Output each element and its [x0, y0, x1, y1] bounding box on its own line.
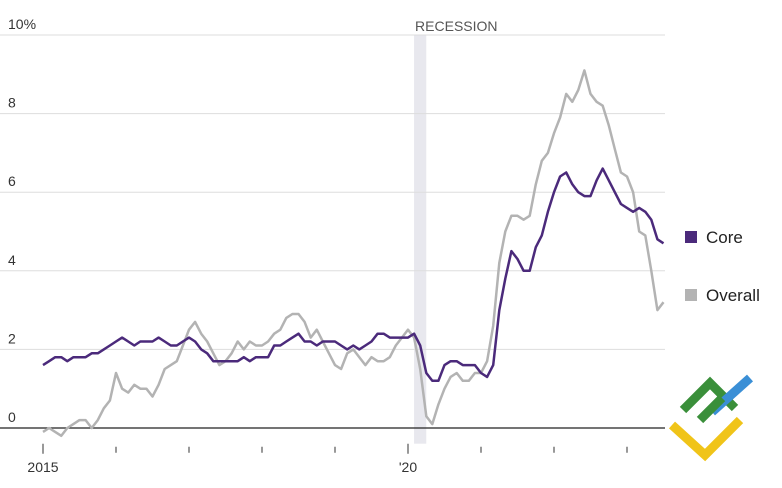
x-tick-label: 2015	[27, 459, 58, 475]
y-tick-label: 10%	[8, 16, 36, 32]
recession-label: RECESSION	[415, 18, 497, 34]
legend-label: Overall	[706, 286, 760, 305]
legend-swatch	[685, 231, 697, 243]
y-tick-label: 0	[8, 409, 16, 425]
legend-label: Core	[706, 228, 743, 247]
logo	[668, 374, 754, 462]
x-tick-label: '20	[399, 459, 417, 475]
y-tick-label: 8	[8, 95, 16, 111]
y-tick-label: 2	[8, 330, 16, 346]
y-tick-label: 6	[8, 173, 16, 189]
legend-swatch	[685, 289, 697, 301]
line	[42, 69, 665, 438]
y-tick-label: 4	[8, 252, 16, 268]
recession-band	[414, 35, 427, 444]
line	[42, 167, 665, 383]
